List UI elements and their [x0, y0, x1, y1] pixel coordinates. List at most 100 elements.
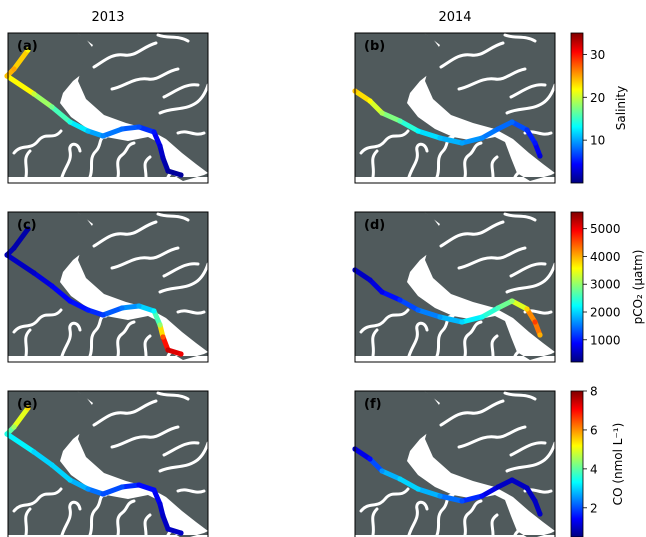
track-segment [136, 303, 157, 314]
panel-label: (a) [17, 39, 38, 54]
track-segment [459, 135, 485, 146]
track-segment [415, 486, 443, 499]
track-point [178, 351, 184, 357]
track-point [67, 298, 73, 304]
track-segment [85, 128, 106, 139]
panel-label: (e) [17, 397, 38, 412]
colorbar-pco2: 1000 2000 3000 4000 5000 pCO₂ (μatm) [570, 211, 645, 363]
track-segment [379, 110, 403, 124]
track-segment [379, 468, 403, 482]
track-point [136, 303, 142, 309]
track-segment [367, 98, 385, 116]
column-title-2014: 2014 [438, 10, 472, 25]
track-point [178, 530, 184, 536]
track-segment [136, 482, 157, 493]
track-segment [119, 303, 142, 311]
track-point [100, 133, 106, 139]
track-point [367, 277, 373, 283]
track-point [178, 172, 184, 178]
colorbar-tick-label: 10 [590, 134, 605, 148]
track-point [49, 104, 55, 110]
track-point [25, 226, 31, 232]
track-point [437, 314, 443, 320]
track-segment [459, 493, 485, 504]
track-segment [495, 298, 515, 311]
track-point [479, 314, 485, 320]
map-panel: (c) [4, 211, 210, 363]
track-point [119, 484, 125, 490]
track-segment [352, 446, 373, 462]
track-segment [31, 270, 55, 289]
track-segment [437, 314, 465, 325]
track-segment [11, 226, 31, 251]
track-point [85, 128, 91, 134]
track-segment [437, 493, 465, 504]
panel-label: (f) [364, 397, 382, 412]
survey-track [352, 88, 543, 159]
track-segment [415, 307, 443, 320]
track-segment [352, 88, 373, 104]
track-segment [11, 405, 31, 430]
colorbar-salinity: 10 20 30 Salinity [570, 32, 628, 184]
track-segment [136, 124, 157, 135]
track-segment [49, 462, 73, 483]
colorbar-gradient [570, 32, 584, 184]
track-point [49, 462, 55, 468]
colorbar-tick-label: 3000 [590, 278, 621, 292]
colorbar-title: pCO₂ (μatm) [631, 250, 645, 325]
track-segment [85, 486, 106, 497]
track-segment [4, 431, 37, 455]
colorbar-tick-label: 20 [590, 91, 605, 105]
track-segment [479, 305, 501, 320]
panel-frame [354, 32, 556, 184]
track-point [437, 493, 443, 499]
track-point [25, 405, 31, 411]
track-point [31, 449, 37, 455]
track-point [151, 308, 157, 314]
track-point [67, 477, 73, 483]
colorbar-tick-label: 1000 [590, 333, 621, 347]
track-point [31, 270, 37, 276]
track-segment [67, 298, 91, 313]
track-segment [509, 298, 530, 312]
track-segment [459, 314, 485, 325]
track-point [31, 91, 37, 97]
colorbar-gradient [570, 390, 584, 537]
track-point [509, 298, 515, 304]
track-point [4, 73, 10, 79]
track-point [532, 319, 538, 325]
track-segment [67, 119, 91, 134]
track-point [524, 127, 530, 133]
map-panel: (b) [352, 32, 557, 184]
panel-frame [7, 390, 209, 537]
track-point [157, 143, 163, 149]
track-point [11, 245, 17, 251]
track-point [165, 347, 171, 353]
track-point [100, 491, 106, 497]
track-point [157, 322, 163, 328]
track-point [495, 126, 501, 132]
track-point [136, 482, 142, 488]
panel-frame [7, 211, 209, 363]
track-segment [31, 91, 55, 110]
track-segment [397, 118, 421, 134]
track-segment [119, 124, 142, 132]
track-point [165, 168, 171, 174]
track-segment [49, 283, 73, 304]
survey-track [352, 267, 543, 338]
track-point [415, 128, 421, 134]
track-point [367, 456, 373, 462]
panel-frame [7, 32, 209, 184]
map-panel: (e) [4, 390, 210, 537]
map-panel: (d) [352, 211, 557, 363]
track-point [67, 119, 73, 125]
survey-track [4, 226, 184, 357]
track-point [479, 135, 485, 141]
track-point [367, 98, 373, 104]
track-segment [119, 482, 142, 490]
colorbar-tick-label: 5000 [590, 222, 621, 236]
track-point [495, 484, 501, 490]
track-segment [49, 104, 73, 125]
